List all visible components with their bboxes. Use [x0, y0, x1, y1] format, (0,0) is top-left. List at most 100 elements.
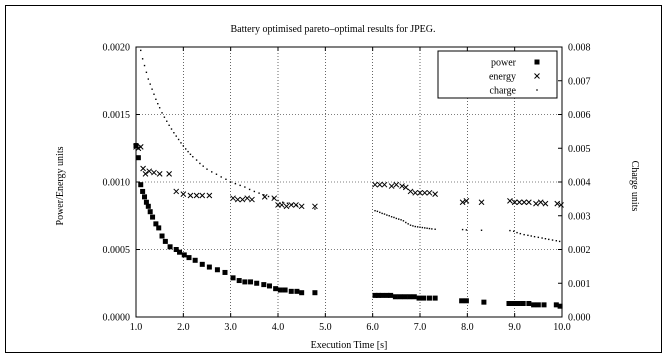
cross-stroke: [199, 192, 206, 199]
energy-point: [230, 195, 236, 202]
energy-point: [193, 192, 200, 199]
charge-point: [416, 226, 419, 228]
power-point: [553, 302, 559, 308]
cross-stroke: [142, 171, 149, 177]
energy-point: [516, 199, 523, 206]
power-point: [150, 214, 156, 220]
power-point: [506, 301, 512, 306]
series-charge: [140, 49, 561, 243]
y2-tick-label: 0.006: [568, 110, 591, 121]
cross-stroke: [137, 144, 144, 150]
y2-tick-label: 0.005: [568, 144, 591, 155]
energy-point: [142, 171, 149, 177]
cross-stroke: [533, 200, 539, 207]
charge-point: [206, 168, 208, 170]
cross-stroke: [393, 181, 400, 188]
power-point: [511, 301, 517, 306]
power-point: [177, 249, 183, 255]
energy-point: [151, 169, 157, 176]
energy-point: [166, 171, 172, 177]
cross-stroke: [426, 189, 433, 196]
y-tick-label: 0.0010: [103, 178, 131, 189]
cross-stroke: [312, 203, 318, 210]
charge-point: [151, 88, 153, 90]
x-axis-label: Execution Time [s]: [311, 340, 388, 351]
charge-point: [192, 155, 194, 158]
charge-point: [149, 83, 151, 85]
power-point: [159, 233, 165, 239]
charge-point: [267, 195, 270, 198]
x-tick-label: 9.0: [508, 322, 521, 333]
power-point: [140, 188, 146, 194]
charge-point: [513, 230, 515, 232]
cross-stroke: [249, 196, 255, 203]
charge-point: [248, 188, 251, 191]
energy-point: [293, 202, 299, 208]
energy-point: [239, 196, 246, 203]
charge-point: [431, 228, 433, 230]
cross-stroke: [271, 195, 278, 202]
cross-stroke: [244, 195, 251, 202]
cross-stroke: [554, 200, 561, 207]
power-point: [162, 238, 168, 244]
y2-tick-label: 0.007: [568, 76, 591, 87]
y-tick-label: 0.0015: [103, 110, 131, 121]
cross-stroke: [288, 202, 295, 208]
charge-point: [516, 231, 518, 234]
cross-stroke: [412, 189, 419, 196]
power-point: [248, 279, 254, 285]
energy-point: [249, 196, 255, 203]
cross-stroke: [187, 192, 194, 199]
charge-point: [558, 240, 561, 243]
charge-point: [419, 226, 421, 228]
charge-point: [376, 210, 379, 213]
charge-point: [189, 153, 192, 156]
charge-point: [412, 225, 414, 227]
grid: [136, 47, 562, 317]
cross-stroke: [542, 200, 549, 207]
charge-point: [421, 226, 424, 229]
power-point: [214, 267, 220, 273]
charge-point: [263, 194, 265, 196]
energy-point: [312, 203, 318, 210]
power-point: [541, 302, 547, 308]
energy-point: [412, 189, 419, 196]
charge-point: [211, 171, 213, 173]
cross-stroke: [278, 202, 285, 208]
energy-point: [399, 183, 405, 189]
power-point: [156, 225, 162, 231]
cross-stroke: [526, 199, 532, 206]
energy-point: [417, 189, 423, 196]
charge-point: [434, 228, 436, 230]
power-point: [426, 295, 432, 301]
charge-point: [215, 173, 218, 175]
power-point: [411, 294, 417, 300]
power-point: [206, 264, 212, 270]
charge-point: [239, 184, 241, 187]
charge-point: [393, 216, 395, 219]
power-point: [388, 292, 394, 298]
power-point: [421, 295, 427, 301]
power-point: [242, 279, 248, 285]
cross-stroke: [511, 199, 518, 206]
power-point: [392, 294, 398, 300]
power-point: [173, 247, 179, 252]
charge-point: [390, 216, 393, 218]
cross-stroke: [388, 183, 395, 189]
energy-point: [526, 199, 532, 206]
cross-stroke: [521, 199, 527, 206]
charge-point: [296, 204, 298, 207]
cross-stroke: [166, 171, 172, 177]
x-tick-label: 8.0: [461, 322, 474, 333]
charge-point: [386, 214, 388, 216]
cross-stroke: [372, 181, 378, 188]
charge-point: [426, 227, 428, 229]
charge-point: [405, 221, 407, 224]
charge-point: [155, 98, 157, 101]
power-point: [192, 257, 198, 263]
power-point: [432, 295, 438, 301]
x-tick-label: 5.0: [319, 322, 332, 333]
charge-point: [461, 228, 464, 231]
energy-point: [199, 192, 206, 199]
